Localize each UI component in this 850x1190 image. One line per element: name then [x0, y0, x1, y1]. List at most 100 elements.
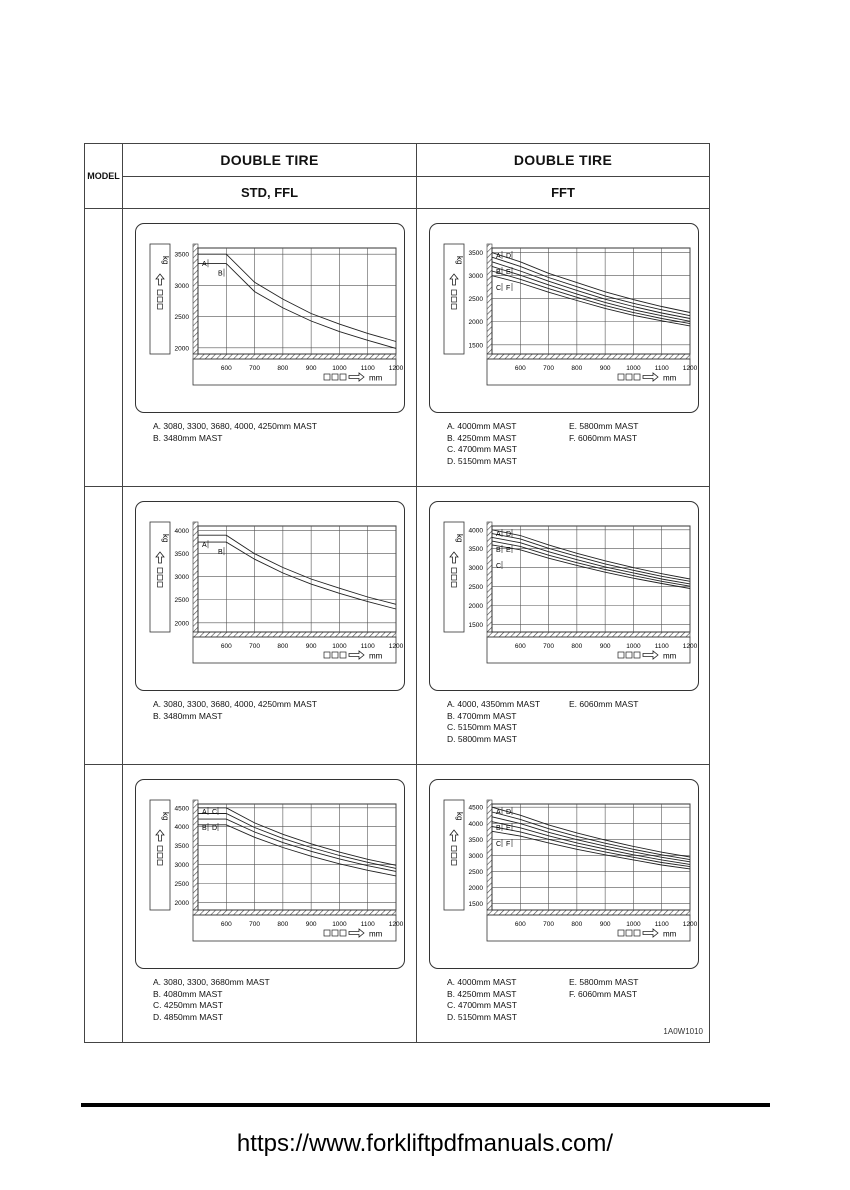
x-axis-label: mm — [369, 930, 383, 939]
x-tick-label: 800 — [277, 643, 288, 650]
x-tick-label: 600 — [221, 921, 232, 928]
series-marker-e: E — [506, 547, 511, 554]
chart-cell: 600 700 800 900 1000 1100 1200 1500 2000 2500 3000… — [416, 486, 710, 765]
load-box-icon — [339, 929, 347, 937]
chart-cell: 600 700 800 900 1000 1100 1200 2000 2500 3000 3500… — [122, 486, 417, 765]
mast-notes-right: E. 5800mm MAST F. 6060mm MAST — [569, 421, 638, 444]
series-marker-b: B — [202, 825, 207, 832]
series-marker-a: A — [496, 253, 501, 260]
y-axis-label: kg — [161, 812, 170, 820]
load-box-icon — [339, 651, 347, 659]
y-axis-label: kg — [161, 534, 170, 542]
load-box-icon — [157, 845, 163, 852]
x-tick-label: 1100 — [361, 921, 375, 928]
load-box-icon — [451, 296, 457, 303]
mast-note: C. 4700mm MAST — [447, 444, 517, 454]
x-tick-label: 800 — [277, 921, 288, 928]
arrow-up-icon — [449, 829, 459, 842]
load-box-icon — [625, 929, 633, 937]
mast-note: A. 3080, 3300, 3680, 4000, 4250mm MAST — [153, 421, 317, 431]
x-tick-label: 600 — [515, 643, 526, 650]
column-subtitle-std: STD, FFL — [122, 176, 417, 209]
y-tick-label: 3500 — [469, 546, 484, 553]
x-tick-label: 700 — [249, 643, 260, 650]
series-marker-a: A — [202, 261, 207, 268]
mast-hatch — [192, 799, 199, 911]
x-axis-strip — [192, 358, 397, 386]
x-axis-label: mm — [369, 374, 383, 383]
x-axis-strip — [486, 636, 691, 664]
series-marker-a: A — [496, 809, 501, 816]
x-tick-label: 1100 — [655, 365, 669, 372]
mast-note: F. 6060mm MAST — [569, 988, 638, 999]
series-line-b — [198, 813, 397, 869]
y-axis-label: kg — [455, 812, 464, 820]
series-line-b — [491, 256, 691, 317]
floor-hatch — [192, 909, 397, 916]
series-line-c — [491, 536, 691, 585]
arrow-up-icon — [155, 273, 165, 286]
y-tick-label: 3000 — [175, 862, 190, 869]
x-axis-label: mm — [663, 652, 677, 661]
mast-note: F. 6060mm MAST — [569, 432, 638, 443]
series-line-f — [491, 275, 691, 327]
x-axis-strip — [192, 914, 397, 942]
arrow-right-icon — [348, 650, 365, 660]
mast-note: B. 4250mm MAST — [447, 432, 517, 443]
footer-url[interactable]: https://www.forkliftpdfmanuals.com/ — [236, 1130, 614, 1157]
y-tick-label: 3000 — [469, 273, 484, 280]
y-axis-strip — [443, 521, 465, 633]
load-box-icon — [157, 303, 163, 310]
load-box-icon — [157, 289, 163, 296]
y-axis-strip — [149, 799, 171, 911]
series-line-f — [491, 830, 691, 870]
x-tick-label: 1100 — [655, 643, 669, 650]
y-axis-strip — [149, 521, 171, 633]
series-marker-e: E — [506, 825, 511, 832]
y-axis-strip — [443, 799, 465, 911]
x-tick-label: 800 — [571, 643, 582, 650]
series-marker-b: B — [218, 271, 223, 278]
load-chart-svg: 600 700 800 900 1000 1100 12002000250030003500… — [149, 243, 404, 386]
y-tick-label: 4000 — [175, 528, 190, 535]
arrow-right-icon — [348, 372, 365, 382]
series-marker-b: B — [218, 549, 223, 556]
load-chart-table: MODEL DOUBLE TIRE DOUBLE TIRE STD, FFL F… — [84, 143, 710, 1043]
mast-note: E. 5800mm MAST — [569, 977, 639, 987]
arrow-right-icon — [642, 372, 659, 382]
mast-note: B. 3480mm MAST — [153, 432, 223, 443]
y-tick-label: 2000 — [175, 345, 190, 352]
mast-note: C. 4700mm MAST — [447, 1000, 517, 1010]
series-line-b — [198, 263, 397, 349]
series-line-a — [198, 253, 397, 342]
series-marker-d: D — [506, 253, 511, 260]
load-box-icon — [323, 929, 331, 937]
y-tick-label: 2500 — [469, 296, 484, 303]
y-axis-strip — [443, 243, 465, 355]
series-marker-b: B — [496, 269, 501, 276]
series-line-d — [198, 824, 397, 877]
x-tick-label: 700 — [543, 921, 554, 928]
mast-note: B. 4080mm MAST — [153, 988, 223, 999]
x-tick-label: 700 — [249, 365, 260, 372]
mast-notes-left: A. 4000, 4350mm MAST B. 4700mm MAST C. 515… — [447, 699, 540, 745]
mast-hatch — [192, 243, 199, 355]
y-axis-label: kg — [455, 256, 464, 264]
series-marker-c: C — [212, 809, 217, 816]
y-tick-label: 1500 — [469, 622, 484, 629]
load-chart-svg: 600 700 800 900 1000 1100 12001500200025003000… — [443, 521, 698, 664]
mast-note: B. 4250mm MAST — [447, 988, 517, 999]
arrow-right-icon — [642, 650, 659, 660]
series-marker-d: D — [506, 531, 511, 538]
arrow-up-icon — [449, 551, 459, 564]
mast-note: A. 4000mm MAST — [447, 977, 517, 987]
load-box-icon — [157, 567, 163, 574]
x-axis-strip — [486, 914, 691, 942]
floor-hatch — [192, 353, 397, 360]
mast-notes-left: A. 3080, 3300, 3680, 4000, 4250mm MAST B.… — [153, 699, 317, 722]
y-tick-label: 4000 — [469, 527, 484, 534]
footer-rule — [81, 1103, 770, 1107]
load-box-icon — [451, 289, 457, 296]
x-axis-label: mm — [663, 374, 677, 383]
x-axis-strip — [486, 358, 691, 386]
